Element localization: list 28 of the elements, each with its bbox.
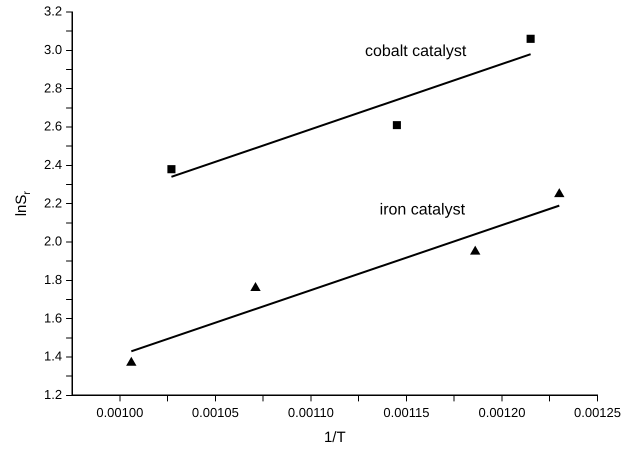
y-tick-label: 2.8	[44, 80, 62, 96]
point	[392, 121, 401, 130]
x-tick-label: 0.00110	[288, 404, 334, 420]
point	[526, 34, 535, 43]
y-tick-label: 1.4	[44, 348, 62, 364]
y-tick-label: 3.0	[44, 42, 62, 57]
x-axis-title: 1/T	[324, 429, 346, 446]
y-tick-label: 1.2	[44, 386, 62, 402]
y-tick-label: 2.4	[44, 156, 62, 172]
y-tick-label: 2.6	[44, 118, 62, 134]
y-tick-label: 2.0	[44, 234, 62, 249]
point	[470, 246, 480, 255]
point	[126, 357, 136, 366]
x-tick-label: 0.00105	[192, 404, 239, 420]
x-tick-label: 0.00100	[96, 404, 144, 420]
point	[250, 282, 260, 292]
x-tick-label: 0.00115	[383, 404, 430, 420]
point	[554, 188, 564, 198]
y-tick-label: 2.2	[44, 195, 62, 210]
x-tick-label: 0.00125	[574, 404, 622, 420]
y-axis-title: lnSr	[13, 190, 34, 216]
annotation: cobalt catalyst	[364, 42, 467, 60]
point	[167, 165, 176, 174]
y-tick-label: 1.6	[44, 310, 62, 326]
x-tick-label: 0.00120	[478, 404, 526, 420]
y-tick-label: 1.8	[44, 272, 62, 287]
annotation: iron catalyst	[380, 202, 466, 219]
y-tick-label: 3.2	[44, 4, 62, 19]
